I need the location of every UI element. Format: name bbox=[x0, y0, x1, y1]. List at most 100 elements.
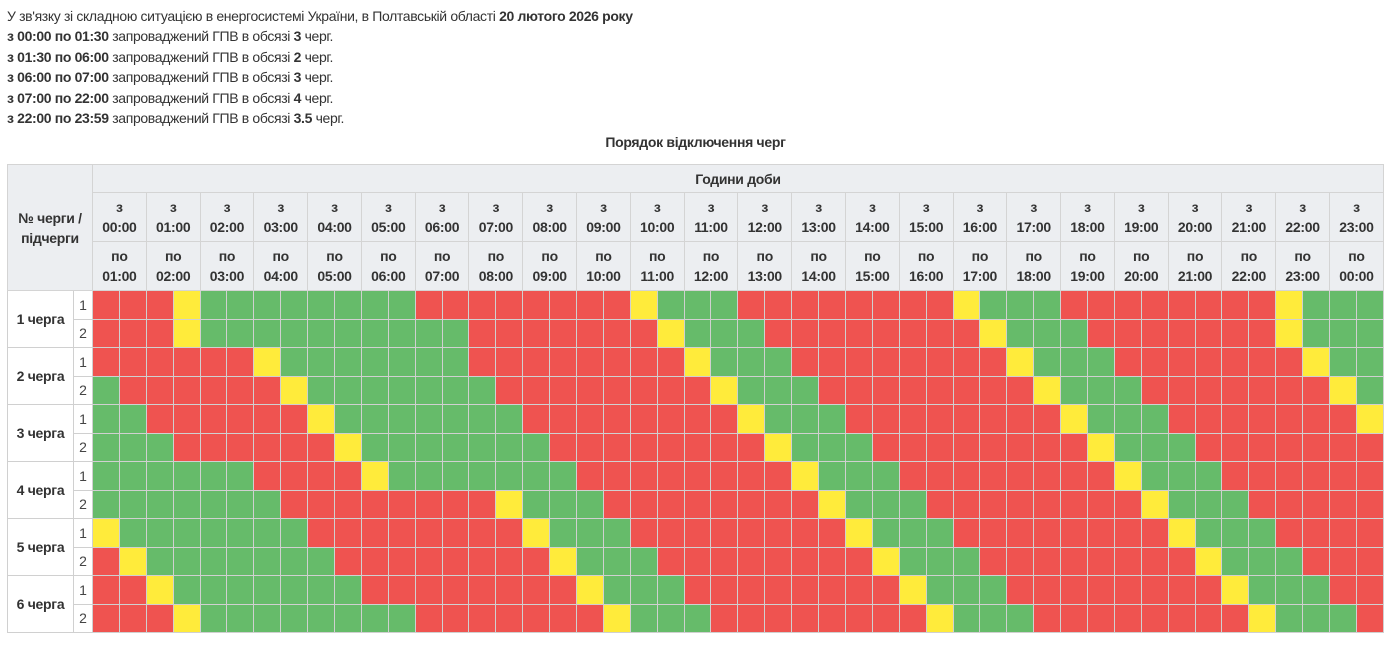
slot-outage bbox=[710, 489, 739, 519]
slot-possible-outage bbox=[549, 546, 578, 576]
slot-outage bbox=[1167, 318, 1196, 348]
period-text: запроваджений ГПВ в обсязі bbox=[112, 48, 291, 65]
slot-power-on bbox=[602, 575, 631, 605]
slot-possible-outage bbox=[1086, 432, 1115, 462]
slot-power-on bbox=[199, 489, 228, 519]
slot-power-on bbox=[387, 432, 416, 462]
slot-outage bbox=[495, 603, 524, 633]
slot-power-on bbox=[387, 375, 416, 405]
to-label: по bbox=[595, 248, 612, 264]
slot-power-on bbox=[172, 489, 201, 519]
slot-possible-outage bbox=[1328, 375, 1357, 405]
slot-outage bbox=[1113, 347, 1142, 377]
slot-power-on bbox=[387, 461, 416, 491]
slot-possible-outage bbox=[1248, 603, 1277, 633]
slot-outage bbox=[1194, 318, 1223, 348]
slot-power-on bbox=[1302, 290, 1330, 320]
slot-outage bbox=[764, 318, 793, 348]
slot-power-on bbox=[360, 347, 389, 377]
slot-outage bbox=[522, 603, 551, 633]
from-time: 00:00 bbox=[102, 219, 137, 235]
slot-outage bbox=[656, 518, 685, 548]
to-time: 21:00 bbox=[1177, 268, 1213, 284]
to-time: 19:00 bbox=[1070, 268, 1105, 284]
slot-outage bbox=[871, 375, 900, 405]
slot-outage bbox=[1033, 518, 1062, 548]
slot-outage bbox=[818, 375, 846, 405]
slot-power-on bbox=[1302, 603, 1330, 633]
hour-to-header: по 10:00 bbox=[576, 241, 631, 291]
from-time: 21:00 bbox=[1231, 219, 1267, 235]
slot-outage bbox=[683, 432, 712, 462]
slot-outage bbox=[656, 375, 685, 405]
slot-power-on bbox=[1033, 347, 1062, 377]
slot-possible-outage bbox=[334, 432, 362, 462]
queue-row: 2 bbox=[8, 546, 1384, 576]
slot-outage bbox=[602, 347, 631, 377]
slot-possible-outage bbox=[1355, 404, 1384, 434]
slot-outage bbox=[1140, 546, 1169, 576]
slot-outage bbox=[522, 404, 551, 434]
slot-power-on bbox=[1302, 318, 1330, 348]
slot-power-on bbox=[656, 290, 685, 320]
slot-power-on bbox=[1328, 603, 1357, 633]
slot-power-on bbox=[280, 347, 309, 377]
period-unit: черг. bbox=[304, 48, 334, 65]
slot-outage bbox=[1060, 575, 1088, 605]
slot-outage bbox=[1113, 603, 1142, 633]
slot-power-on bbox=[952, 575, 981, 605]
to-label: по bbox=[648, 248, 666, 264]
hour-from-header: з 11:00 bbox=[683, 192, 739, 242]
slot-outage bbox=[952, 318, 981, 348]
slot-power-on bbox=[307, 603, 336, 633]
from-time: 12:00 bbox=[747, 219, 783, 235]
slot-power-on bbox=[952, 603, 981, 633]
slot-power-on bbox=[387, 404, 416, 434]
hour-to-header: по 16:00 bbox=[898, 241, 954, 291]
slot-power-on bbox=[253, 575, 282, 605]
slot-outage bbox=[602, 404, 631, 434]
period-list: з 00:00 по 01:30 запроваджений ГПВ в обс… bbox=[7, 26, 633, 128]
slot-outage bbox=[818, 603, 846, 633]
queue-label: 6 черга bbox=[7, 575, 74, 633]
slot-outage bbox=[1194, 432, 1223, 462]
to-time: 22:00 bbox=[1231, 268, 1267, 284]
slot-power-on bbox=[818, 404, 846, 434]
slot-outage bbox=[145, 318, 174, 348]
slot-outage bbox=[118, 575, 147, 605]
hour-from-header: з 22:00 bbox=[1275, 192, 1330, 242]
slot-outage bbox=[1113, 518, 1142, 548]
slot-outage bbox=[307, 432, 336, 462]
slot-outage bbox=[979, 461, 1008, 491]
slot-outage bbox=[576, 375, 604, 405]
slot-power-on bbox=[871, 489, 900, 519]
slot-power-on bbox=[764, 347, 793, 377]
slot-power-on bbox=[441, 404, 470, 434]
hour-to-header: по 18:00 bbox=[1006, 241, 1062, 291]
slot-outage bbox=[1221, 404, 1250, 434]
slot-outage bbox=[387, 518, 416, 548]
to-time: 14:00 bbox=[801, 268, 836, 284]
slot-outage bbox=[844, 375, 873, 405]
slot-outage bbox=[360, 518, 389, 548]
slot-power-on bbox=[1033, 318, 1062, 348]
slot-power-on bbox=[791, 404, 820, 434]
slot-outage bbox=[602, 318, 631, 348]
to-label: по bbox=[917, 248, 935, 264]
hour-to-header: по 07:00 bbox=[414, 241, 470, 291]
slot-possible-outage bbox=[1167, 518, 1196, 548]
slot-power-on bbox=[468, 404, 497, 434]
outage-notice: У зв'язку зі складною ситуацією в енерго… bbox=[7, 6, 633, 128]
hour-from-header: з 03:00 bbox=[253, 192, 309, 242]
slot-outage bbox=[1006, 404, 1035, 434]
slot-outage bbox=[118, 375, 147, 405]
slot-power-on bbox=[1355, 375, 1384, 405]
period-line: з 22:00 по 23:59 запроваджений ГПВ в обс… bbox=[7, 108, 633, 128]
from-label: з bbox=[868, 199, 876, 215]
slot-power-on bbox=[844, 461, 873, 491]
slot-outage bbox=[549, 347, 578, 377]
slot-outage bbox=[253, 404, 282, 434]
slot-possible-outage bbox=[737, 404, 766, 434]
slot-power-on bbox=[280, 603, 309, 633]
slot-power-on bbox=[360, 603, 389, 633]
